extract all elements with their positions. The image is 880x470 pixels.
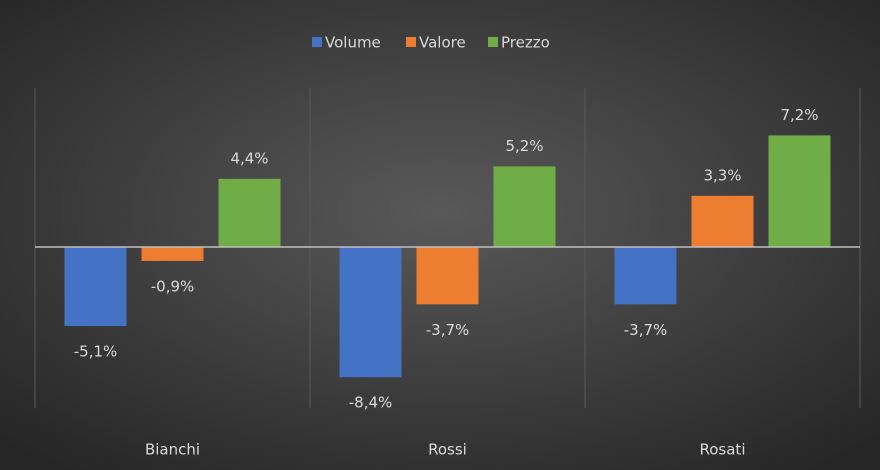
bar [141,247,204,261]
bar [691,195,754,247]
x-tick-label: Rossi [428,441,467,459]
data-label: -8,4% [349,394,393,412]
data-label: -5,1% [74,343,118,361]
bar [614,247,677,305]
data-label: -3,7% [426,321,470,339]
bar [768,135,831,247]
bar [416,247,479,305]
data-label: -0,9% [151,277,195,295]
x-tick-label: Rosati [700,441,746,459]
bar [493,166,556,247]
data-label: 3,3% [703,166,741,184]
data-label: -3,7% [624,321,668,339]
bar [218,178,281,247]
bar [339,247,402,378]
data-label: 4,4% [230,149,268,167]
legend-swatch [312,37,322,47]
data-label: 5,2% [505,137,543,155]
legend-label: Volume [325,34,381,52]
x-tick-label: Bianchi [145,441,200,459]
data-label: 7,2% [780,106,818,124]
legend-label: Prezzo [501,34,550,52]
legend-label: Valore [419,34,466,52]
bar [64,247,127,327]
legend-swatch [488,37,498,47]
legend-swatch [406,37,416,47]
